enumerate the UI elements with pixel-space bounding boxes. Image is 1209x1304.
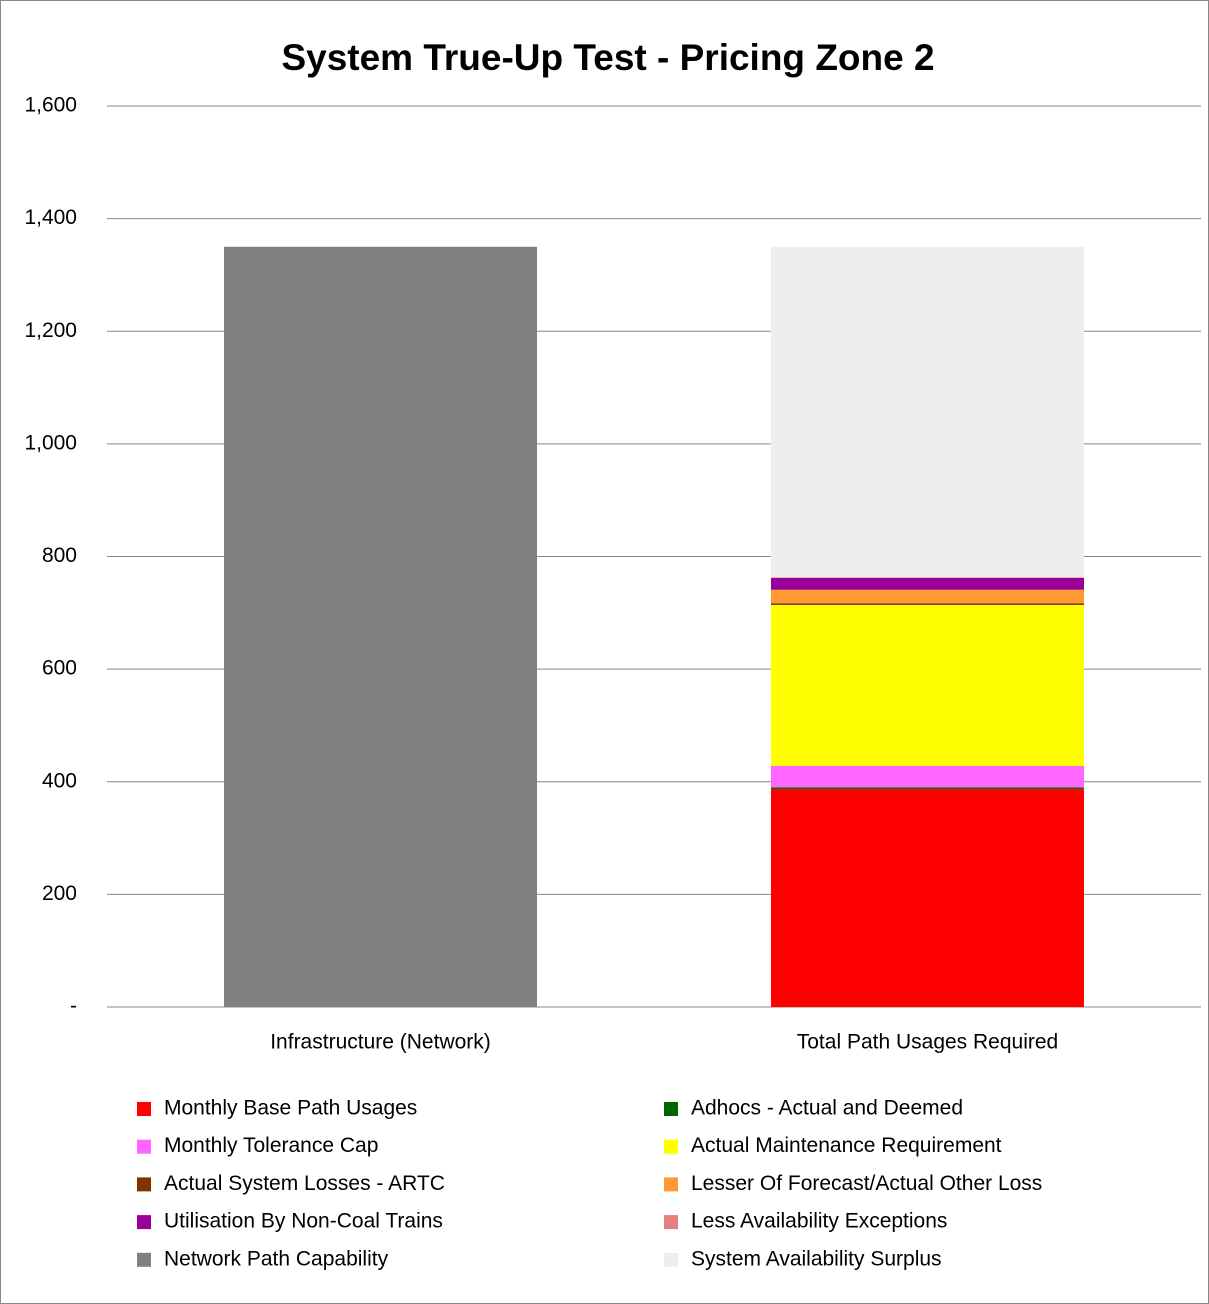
legend-swatch bbox=[664, 1215, 678, 1230]
legend-label: Adhocs - Actual and Deemed bbox=[691, 1097, 963, 1120]
legend-swatch bbox=[137, 1215, 151, 1230]
y-tick-label: 1,600 bbox=[24, 94, 77, 117]
bar-segment bbox=[224, 246, 537, 1007]
bar-segment bbox=[771, 246, 1084, 578]
legend-label: Lesser Of Forecast/Actual Other Loss bbox=[691, 1172, 1042, 1195]
bar-segment bbox=[771, 787, 1084, 790]
chart-title: System True-Up Test - Pricing Zone 2 bbox=[281, 37, 934, 78]
y-tick-label: - bbox=[70, 995, 77, 1018]
legend-label: Monthly Tolerance Cap bbox=[164, 1134, 378, 1157]
x-tick-label: Infrastructure (Network) bbox=[270, 1031, 491, 1054]
legend-label: Actual Maintenance Requirement bbox=[691, 1134, 1002, 1157]
legend-label: System Availability Surplus bbox=[691, 1247, 942, 1270]
legend-label: Monthly Base Path Usages bbox=[164, 1097, 417, 1120]
bar-segment bbox=[771, 604, 1084, 766]
x-tick-label: Total Path Usages Required bbox=[797, 1031, 1059, 1054]
legend-swatch bbox=[664, 1139, 678, 1154]
y-tick-label: 200 bbox=[42, 882, 77, 905]
legend-swatch bbox=[137, 1177, 151, 1192]
legend-swatch bbox=[664, 1252, 678, 1267]
y-tick-label: 1,400 bbox=[24, 206, 77, 229]
bar-segment bbox=[771, 577, 1084, 578]
bar-segment bbox=[771, 589, 1084, 604]
legend-label: Actual System Losses - ARTC bbox=[164, 1172, 445, 1195]
y-tick-label: 800 bbox=[42, 544, 77, 567]
bar-segment bbox=[771, 577, 1084, 590]
bar-segment bbox=[771, 789, 1084, 1007]
y-tick-label: 1,000 bbox=[24, 431, 77, 454]
legend-swatch bbox=[137, 1252, 151, 1267]
legend-label: Utilisation By Non-Coal Trains bbox=[164, 1210, 443, 1233]
legend-swatch bbox=[137, 1139, 151, 1154]
bar-segment bbox=[771, 765, 1084, 788]
legend-swatch bbox=[137, 1102, 151, 1116]
y-tick-label: 400 bbox=[42, 769, 77, 792]
y-tick-label: 1,200 bbox=[24, 319, 77, 342]
y-tick-label: 600 bbox=[42, 657, 77, 680]
legend-label: Less Availability Exceptions bbox=[691, 1210, 947, 1233]
legend-label: Network Path Capability bbox=[164, 1247, 389, 1270]
legend-swatch bbox=[664, 1102, 678, 1116]
bar-segment bbox=[771, 603, 1084, 605]
legend-swatch bbox=[664, 1177, 678, 1192]
